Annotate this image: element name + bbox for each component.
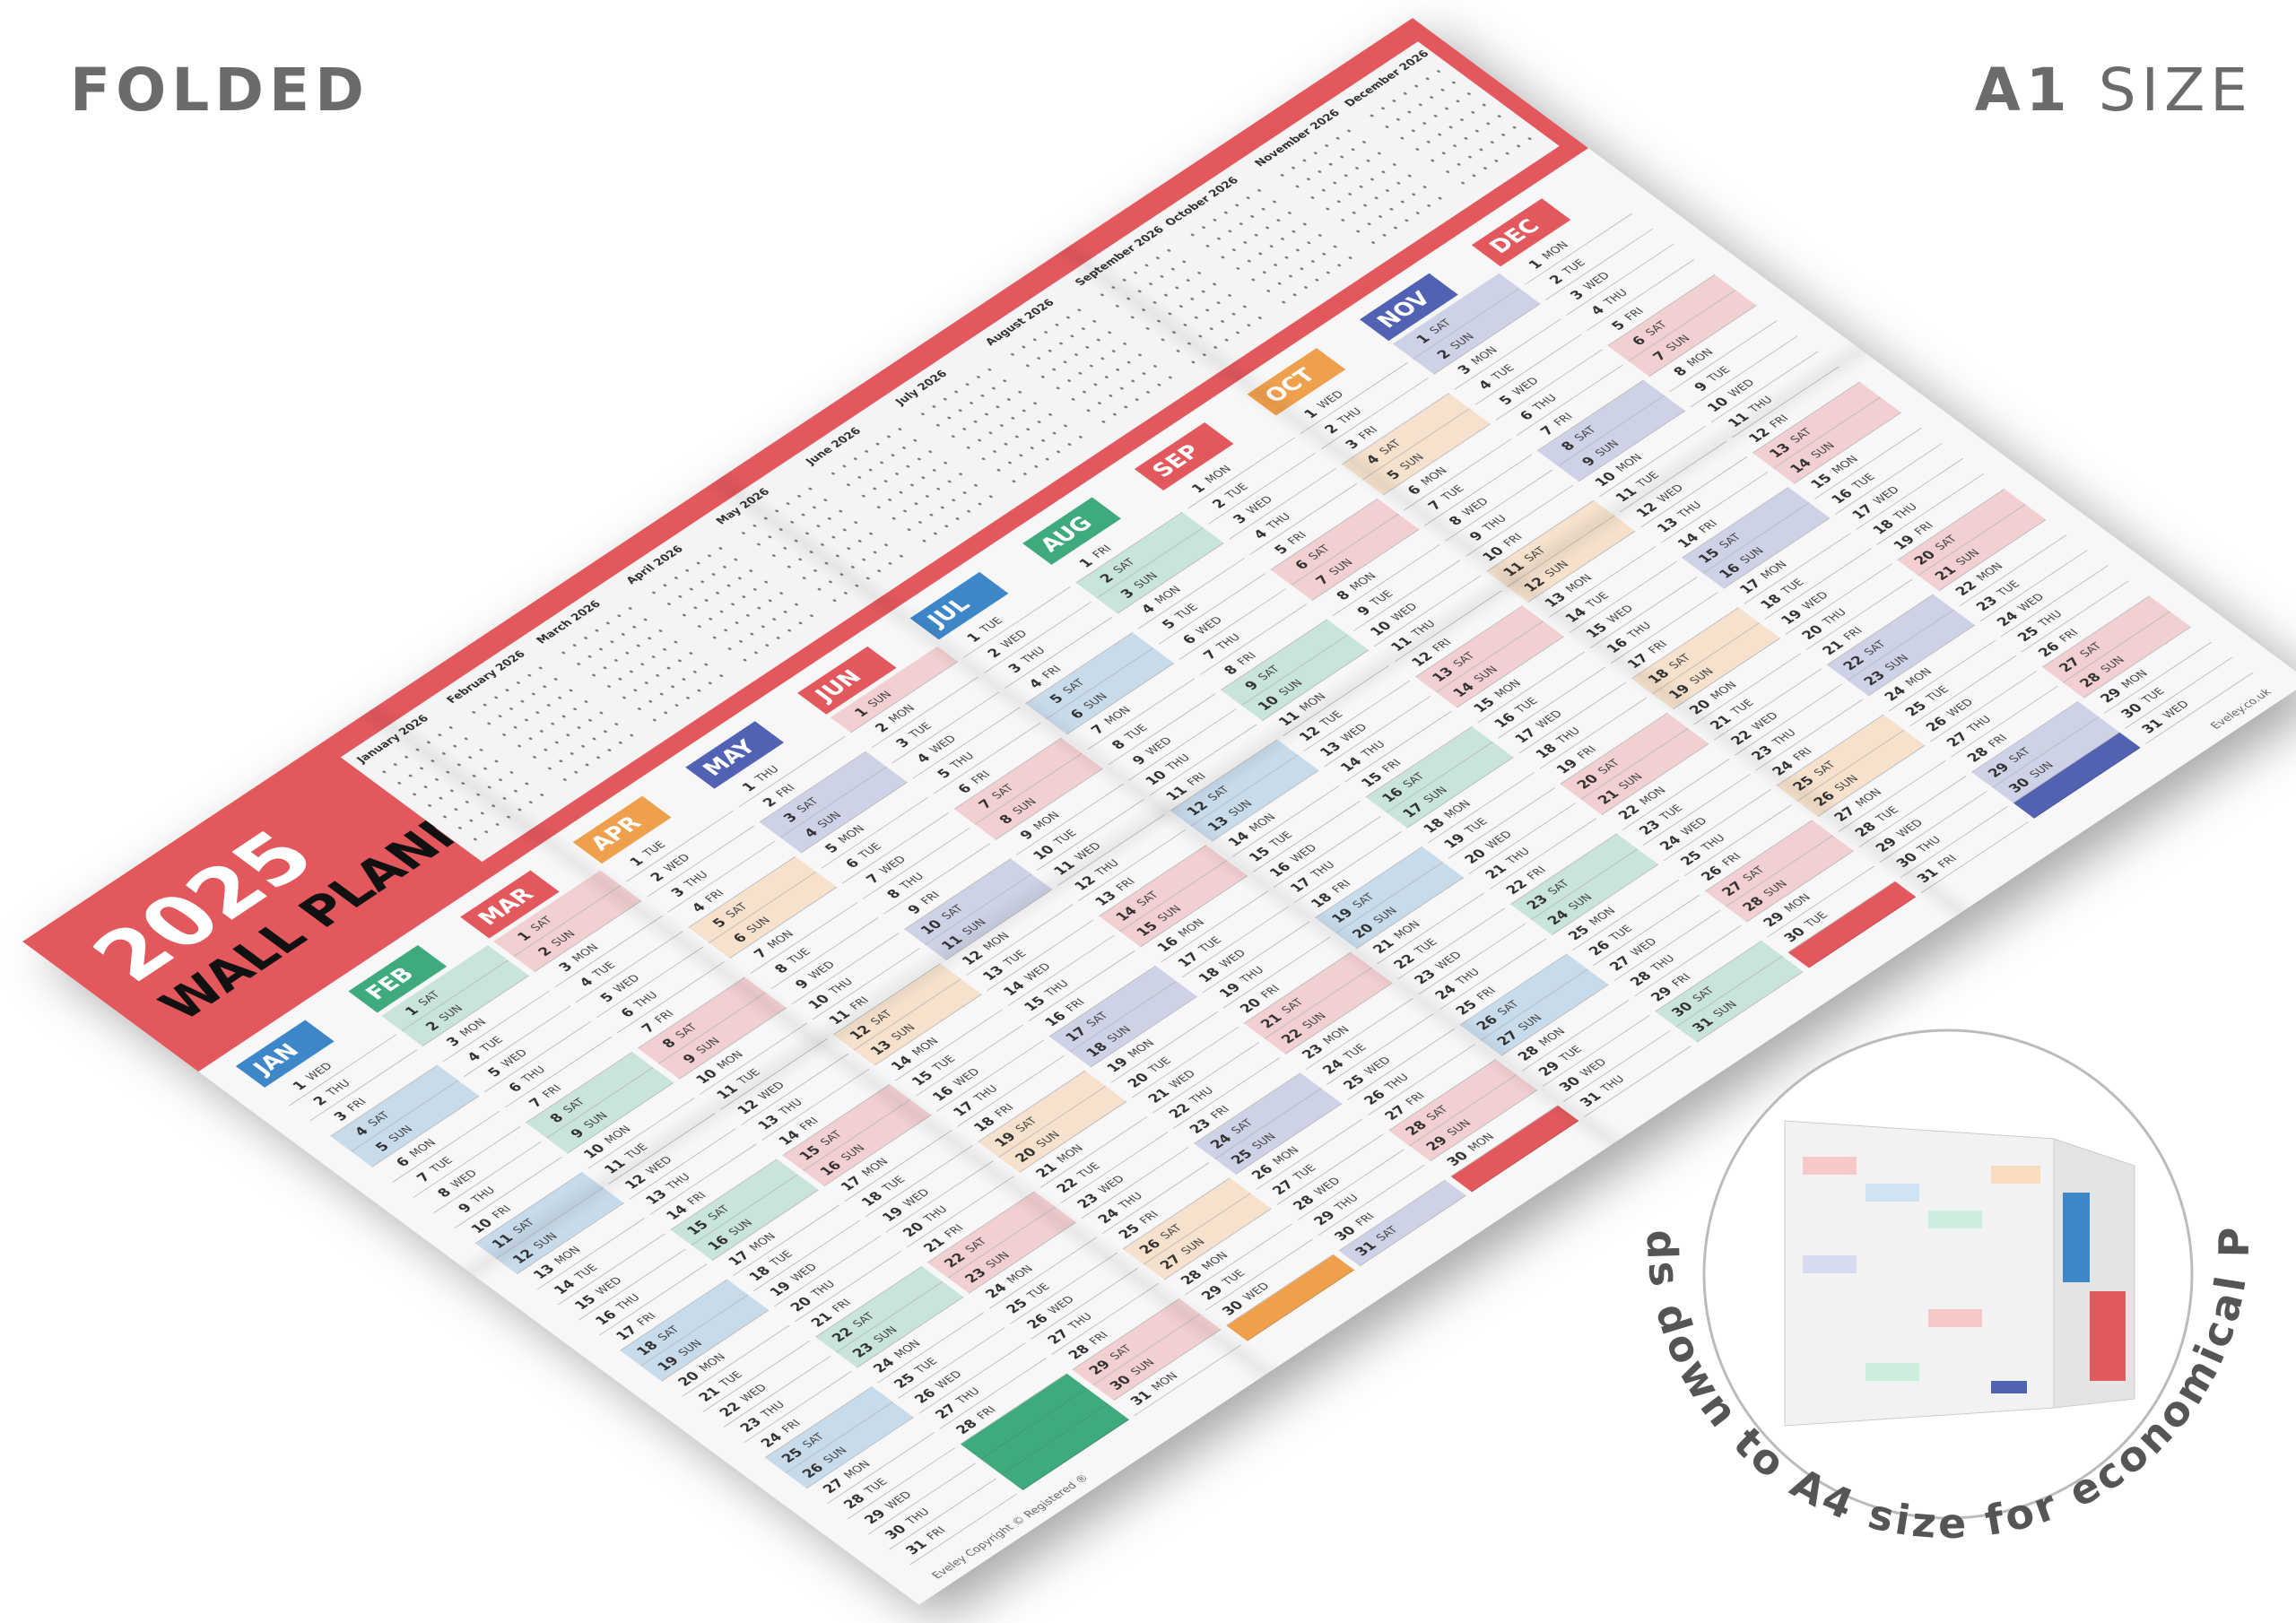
folded-label: FOLDED bbox=[70, 56, 370, 125]
size-bold: A1 bbox=[1974, 56, 2073, 125]
size-regular: SIZE bbox=[2098, 56, 2253, 125]
size-label: A1 SIZE bbox=[1975, 56, 2253, 125]
folded-mini bbox=[1784, 1120, 2135, 1427]
